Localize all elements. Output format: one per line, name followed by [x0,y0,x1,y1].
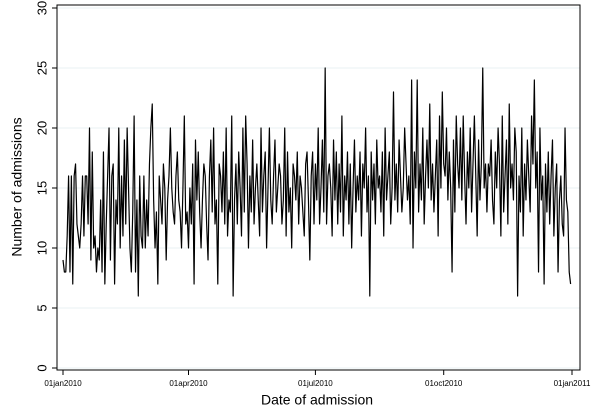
y-tick-label: 5 [34,304,49,311]
x-tick-label: 01oct2010 [425,379,463,388]
y-tick-label: 0 [34,364,49,371]
x-tick-label: 01jan2011 [554,379,591,388]
y-tick-label: 25 [34,61,49,75]
y-tick-label: 30 [34,1,49,15]
y-axis-title: Number of admissions [9,117,25,256]
y-tick-label: 15 [34,181,49,195]
x-axis-title: Date of admission [261,392,373,408]
y-tick-label: 20 [34,121,49,135]
x-tick-label: 01apr2010 [169,379,208,388]
data-line [62,67,572,297]
x-tick-label: 01jul2010 [298,379,333,388]
x-tick-label: 01jan2010 [44,379,82,388]
plot-frame [56,4,581,371]
y-tick-label: 10 [34,241,49,255]
